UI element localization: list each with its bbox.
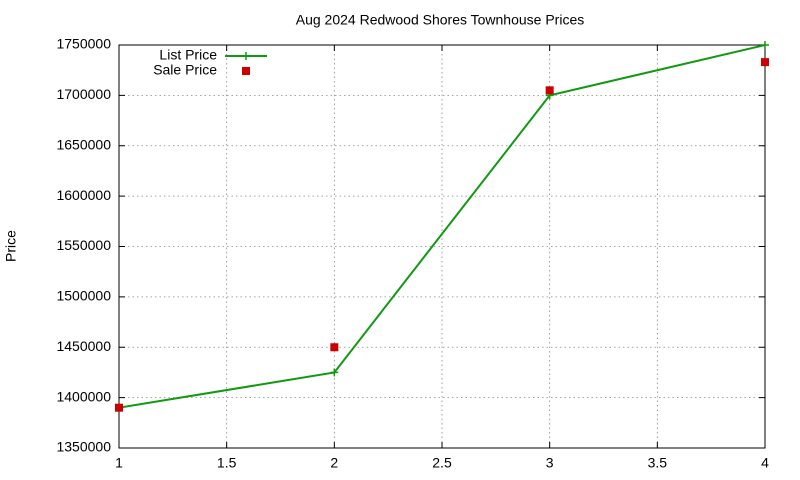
point	[330, 368, 339, 377]
y-tick-label: 1650000	[56, 136, 111, 152]
point	[761, 58, 769, 67]
x-tick-label: 1	[115, 455, 123, 471]
point	[115, 403, 123, 412]
y-tick-label: 1400000	[56, 388, 111, 404]
legend-label: Sale Price	[153, 62, 217, 78]
series-line	[118, 44, 766, 409]
x-tick-label: 4	[761, 455, 769, 471]
chart-title: Aug 2024 Redwood Shores Townhouse Prices	[296, 12, 584, 28]
plot-border	[118, 44, 766, 449]
y-tick-label: 1450000	[56, 338, 111, 354]
y-axis-label: Price	[3, 230, 19, 262]
legend-label: List Price	[159, 47, 217, 63]
point	[330, 343, 339, 352]
point	[545, 86, 554, 95]
point	[761, 41, 769, 49]
legend-swatch	[242, 67, 250, 75]
x-tick-label: 2.5	[432, 455, 452, 471]
x-tick-label: 1.5	[217, 455, 237, 471]
y-tick-label: 1500000	[56, 288, 111, 304]
y-tick-label: 1550000	[56, 237, 111, 253]
y-tick-label: 1350000	[56, 439, 111, 455]
y-tick-label: 1700000	[56, 86, 111, 102]
x-tick-label: 3.5	[648, 455, 668, 471]
x-tick-label: 2	[330, 455, 338, 471]
y-tick-label: 1600000	[56, 187, 111, 203]
y-tick-label: 1750000	[56, 36, 111, 52]
x-tick-label: 3	[546, 455, 554, 471]
